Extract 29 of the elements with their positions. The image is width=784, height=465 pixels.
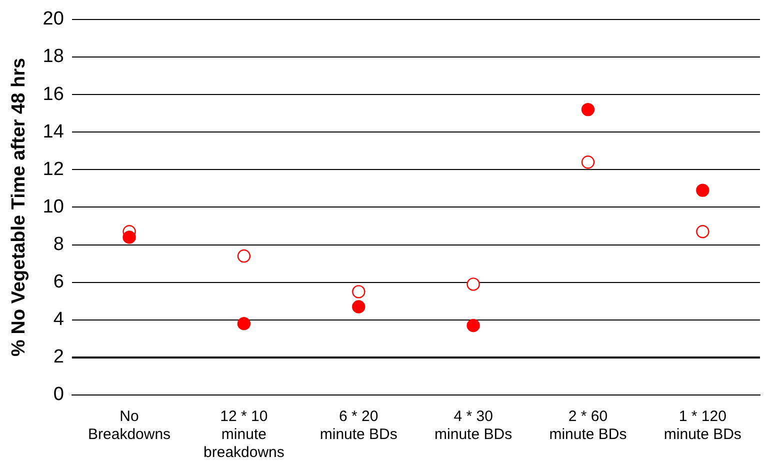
y-tick-label: 4 [53, 309, 64, 330]
y-tick-label: 20 [42, 8, 64, 30]
x-tick-label: 1 * 120 minute BDs [664, 408, 742, 444]
point [696, 225, 710, 238]
point [352, 285, 366, 298]
point [237, 249, 251, 263]
point [581, 156, 595, 169]
point [696, 184, 710, 197]
x-tick-label: 12 * 10 minute breakdowns [204, 408, 284, 462]
y-tick-label: 12 [42, 158, 64, 180]
y-tick-label: 18 [42, 46, 64, 68]
x-tick-label: 6 * 20 minute BDs [320, 408, 398, 444]
point [237, 317, 251, 330]
point [466, 318, 480, 332]
x-tick-label: No Breakdowns [88, 408, 171, 444]
point [122, 230, 136, 244]
y-tick-label: 6 [53, 272, 64, 293]
y-tick-label: 16 [42, 84, 64, 105]
point [352, 300, 366, 314]
y-tick-label: 8 [53, 234, 64, 255]
point [466, 278, 480, 291]
point [581, 102, 595, 116]
x-tick-label: 4 * 30 minute BDs [434, 408, 512, 444]
x-tick-label: 2 * 60 minute BDs [549, 408, 627, 444]
y-axis-title: % No Vegetable Time after 48 hrs [8, 58, 30, 356]
y-tick-label: 2 [53, 346, 64, 368]
y-tick-label: 0 [53, 384, 64, 406]
y-tick-label: 14 [42, 121, 64, 142]
y-tick-label: 10 [42, 196, 64, 218]
